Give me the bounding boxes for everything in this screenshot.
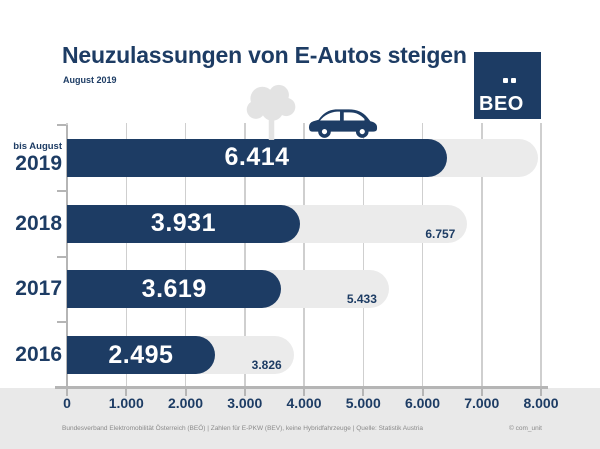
x-axis-tick-label: 1.000 bbox=[108, 395, 144, 411]
beo-logo-text: BEO bbox=[479, 93, 524, 115]
x-axis-tick-label: 6.000 bbox=[404, 395, 441, 411]
bar-value-label: 3.619 bbox=[141, 274, 207, 303]
y-axis-tick bbox=[57, 124, 66, 126]
bar-full-year-label: 3.826 bbox=[251, 358, 282, 373]
x-axis-tick bbox=[66, 386, 68, 396]
category-year: 2018 bbox=[15, 211, 62, 235]
bottom-band bbox=[0, 388, 600, 449]
bar-bis-august: 3.619 bbox=[67, 270, 282, 309]
x-axis-tick-label: 8.000 bbox=[523, 395, 559, 411]
copyright-note: © com_unit bbox=[509, 425, 542, 432]
bar-value-label: 2.495 bbox=[108, 340, 174, 369]
umlaut-dot-icon bbox=[503, 78, 508, 83]
x-axis-tick bbox=[362, 386, 365, 396]
category-year: 2017 bbox=[15, 277, 62, 301]
page-subtitle: August 2019 bbox=[63, 75, 117, 85]
category-label: 2018 bbox=[0, 191, 62, 257]
car-icon bbox=[308, 109, 378, 138]
bar-value-label: 3.931 bbox=[150, 209, 216, 238]
x-axis-tick bbox=[480, 386, 483, 396]
category-label: bis August 2019 bbox=[0, 125, 62, 191]
x-axis-tick bbox=[421, 386, 424, 396]
y-axis-tick bbox=[57, 189, 66, 192]
x-axis-tick-label: 2.000 bbox=[167, 395, 204, 411]
x-axis-line bbox=[55, 386, 548, 389]
x-axis-tick bbox=[243, 386, 246, 396]
x-axis-tick-label: 3.000 bbox=[227, 395, 263, 411]
gridline bbox=[244, 123, 246, 388]
bar-full-year-label: 6.757 bbox=[425, 226, 456, 241]
category-note: bis August bbox=[13, 140, 62, 152]
chart-row: 2016 3.826 2.495 bbox=[0, 322, 600, 388]
y-axis-tick bbox=[57, 255, 66, 258]
page-title: Neuzulassungen von E-Autos steigen bbox=[62, 42, 467, 68]
bar-bis-august: 6.414 bbox=[67, 138, 448, 177]
category-year: 2016 bbox=[15, 343, 62, 367]
gridline bbox=[481, 123, 483, 388]
umlaut-dot-icon bbox=[511, 78, 516, 83]
x-axis-tick-label: 4.000 bbox=[286, 395, 322, 411]
x-axis-tick bbox=[540, 386, 542, 396]
x-axis-tick bbox=[125, 386, 128, 396]
gridline bbox=[184, 123, 187, 388]
tree-icon bbox=[246, 84, 296, 140]
chart-row: 2018 6.757 3.931 bbox=[0, 191, 600, 257]
gridline bbox=[540, 123, 542, 388]
bar-value-label: 6.414 bbox=[224, 143, 290, 172]
x-axis-tick-label: 7.000 bbox=[464, 395, 500, 411]
category-label: 2016 bbox=[0, 322, 62, 388]
gridline bbox=[362, 123, 364, 388]
source-note: Bundesverband Elektromobilität Österreic… bbox=[62, 425, 424, 432]
bar-full-year-label: 5.433 bbox=[346, 292, 377, 307]
x-axis-tick-label: 5.000 bbox=[345, 395, 381, 411]
x-axis-tick-label: 0 bbox=[63, 395, 71, 411]
category-label: 2017 bbox=[0, 257, 62, 323]
gridline bbox=[125, 123, 127, 388]
y-axis-tick bbox=[57, 321, 66, 324]
bar-bis-august: 2.495 bbox=[67, 336, 215, 375]
x-axis-tick bbox=[184, 386, 187, 396]
chart-row: bis August 2019 6.414 bbox=[0, 125, 600, 191]
gridline bbox=[421, 123, 424, 388]
x-axis-tick bbox=[303, 386, 305, 396]
category-year: 2019 bbox=[15, 151, 62, 175]
bar-bis-august: 3.931 bbox=[67, 204, 300, 243]
beo-logo: BEO bbox=[474, 52, 541, 119]
y-axis-line bbox=[65, 125, 68, 388]
gridline bbox=[303, 123, 305, 388]
chart-row: 2017 5.433 3.619 bbox=[0, 257, 600, 323]
